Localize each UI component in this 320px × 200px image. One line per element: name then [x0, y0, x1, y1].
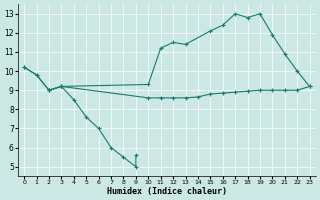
X-axis label: Humidex (Indice chaleur): Humidex (Indice chaleur) — [107, 187, 227, 196]
